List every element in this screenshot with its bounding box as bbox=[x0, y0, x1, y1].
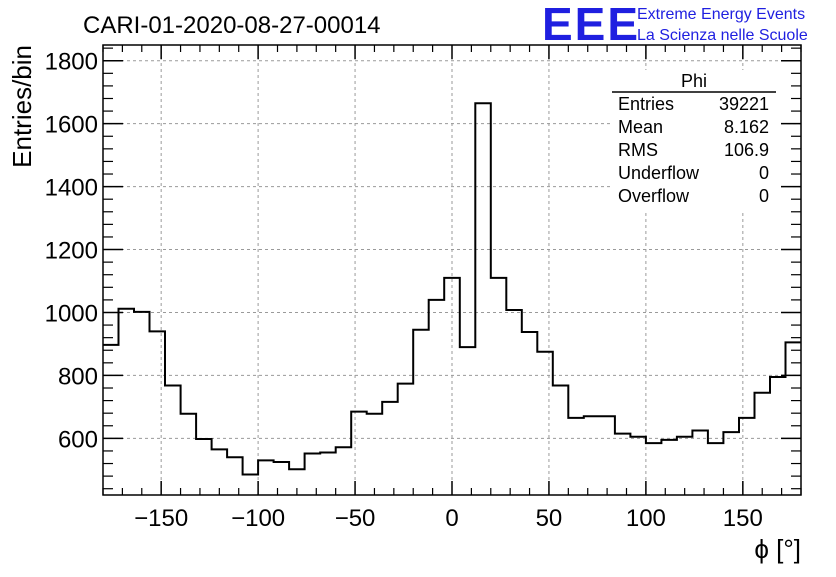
tick-labels: −150 −100 −50 0 50 100 150 600 800 1000 1200 1400 16… bbox=[45, 49, 763, 532]
stats-value-underflow: 0 bbox=[759, 163, 769, 183]
x-tick-label: 100 bbox=[626, 505, 666, 532]
x-tick-label: 150 bbox=[723, 505, 763, 532]
stats-label-entries: Entries bbox=[618, 94, 674, 114]
stats-box-background bbox=[610, 70, 778, 210]
y-tick-label: 1200 bbox=[45, 238, 98, 265]
x-tick-label: −100 bbox=[231, 505, 285, 532]
eee-logo: EEE bbox=[542, 0, 640, 50]
x-axis-label: ϕ [°] bbox=[754, 534, 801, 564]
y-tick-label: 1600 bbox=[45, 112, 98, 139]
y-axis-label: Entries/bin bbox=[7, 45, 37, 168]
stats-title: Phi bbox=[681, 71, 707, 91]
stats-label-rms: RMS bbox=[618, 140, 658, 160]
logo-line-2: La Scienza nelle Scuole bbox=[637, 27, 808, 44]
histogram-series bbox=[103, 102, 801, 476]
y-tick-label: 1000 bbox=[45, 300, 98, 327]
y-tick-label: 800 bbox=[58, 363, 98, 390]
x-tick-label: −50 bbox=[335, 505, 376, 532]
stats-box: Phi Entries 39221 Mean 8.162 RMS 106.9 Underfl… bbox=[610, 70, 778, 210]
stats-value-entries: 39221 bbox=[719, 94, 769, 114]
stats-label-overflow: Overflow bbox=[618, 186, 690, 206]
y-tick-label: 1400 bbox=[45, 175, 98, 202]
stats-value-overflow: 0 bbox=[759, 186, 769, 206]
y-tick-label: 600 bbox=[58, 426, 98, 453]
x-tick-label: 50 bbox=[536, 505, 563, 532]
stats-label-underflow: Underflow bbox=[618, 163, 700, 183]
stats-label-mean: Mean bbox=[618, 117, 663, 137]
run-title: CARI-01-2020-08-27-00014 bbox=[83, 12, 381, 39]
stats-value-rms: 106.9 bbox=[724, 140, 769, 160]
y-tick-label: 1800 bbox=[45, 49, 98, 76]
x-tick-label: −150 bbox=[134, 505, 188, 532]
x-tick-label: 0 bbox=[445, 505, 458, 532]
histogram-outline bbox=[103, 102, 801, 476]
logo-line-1: Extreme Energy Events bbox=[637, 6, 805, 23]
stats-value-mean: 8.162 bbox=[724, 117, 769, 137]
axis-ticks bbox=[102, 45, 802, 495]
